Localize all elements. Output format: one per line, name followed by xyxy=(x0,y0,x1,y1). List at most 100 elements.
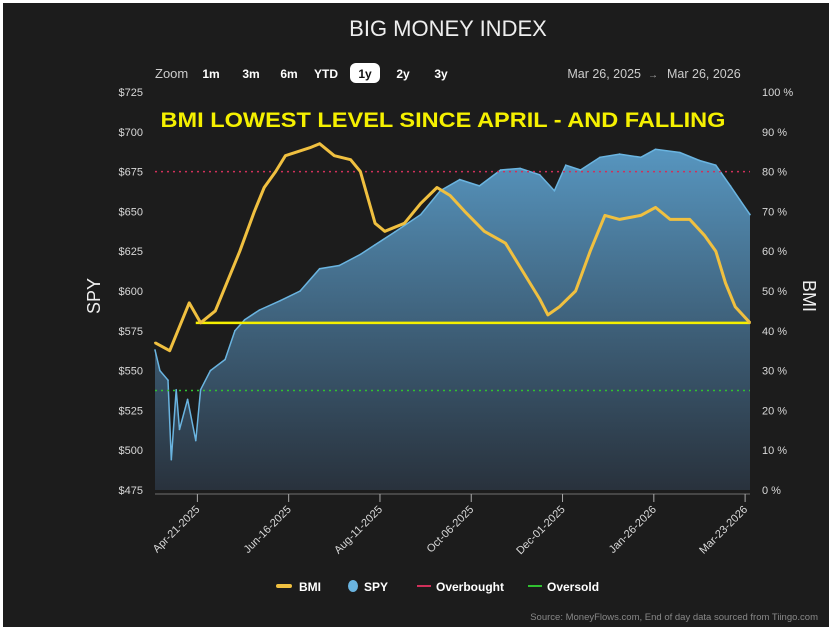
right-tick-label: 70 % xyxy=(762,206,787,218)
bmi-point xyxy=(403,222,406,225)
bmi-point xyxy=(618,218,621,221)
bmi-point xyxy=(274,170,277,173)
left-tick-label: $500 xyxy=(119,445,143,457)
left-tick-label: $550 xyxy=(119,366,143,378)
spy-point xyxy=(199,388,202,391)
spy-point xyxy=(338,264,341,267)
right-tick-label: 20 % xyxy=(762,405,787,417)
spy-point xyxy=(178,428,181,431)
left-tick-label: $725 xyxy=(119,87,143,99)
bmi-point xyxy=(436,186,439,189)
spy-point xyxy=(599,156,601,159)
zoom-option-3y[interactable]: 3y xyxy=(434,67,448,81)
date-range: Mar 26, 2025 → Mar 26, 2026 xyxy=(567,67,740,81)
bmi-point xyxy=(538,297,541,300)
right-tick-label: 60 % xyxy=(762,246,787,258)
legend-spy[interactable]: SPY xyxy=(364,580,388,594)
zoom-label: Zoom xyxy=(155,66,188,81)
spy-point xyxy=(167,379,169,381)
spy-area xyxy=(155,149,750,491)
right-tick-label: 50 % xyxy=(762,286,787,298)
x-tick-label: Mar-23-2026 xyxy=(697,504,750,557)
zoom-bar: Zoom 1m 3m 6m YTD 1y 2y 3y xyxy=(155,63,448,83)
zoom-option-6m[interactable]: 6m xyxy=(280,67,297,81)
bmi-point xyxy=(558,305,561,308)
left-tick-label: $675 xyxy=(119,167,143,179)
zoom-option-1m[interactable]: 1m xyxy=(202,67,219,81)
bmi-point xyxy=(449,194,452,197)
bmi-point xyxy=(514,258,517,261)
spy-point xyxy=(654,148,657,151)
right-tick-label: 10 % xyxy=(762,445,787,457)
spy-point xyxy=(234,330,236,332)
bmi-point xyxy=(284,154,287,157)
range-from[interactable]: Mar 26, 2025 xyxy=(567,67,641,81)
bmi-point xyxy=(639,214,642,217)
legend-bmi[interactable]: BMI xyxy=(299,580,321,594)
right-tick-label: 100 % xyxy=(762,87,793,99)
spy-point xyxy=(579,169,582,171)
annotation-text: BMI LOWEST LEVEL SINCE APRIL - AND FALLI… xyxy=(161,109,726,132)
spy-point xyxy=(639,156,642,159)
legend-oversold[interactable]: Oversold xyxy=(547,580,599,594)
legend-spy-swatch xyxy=(348,580,358,592)
right-tick-label: 40 % xyxy=(762,326,787,338)
legend: BMI SPY Overbought Oversold xyxy=(276,580,599,594)
spy-point xyxy=(170,458,173,461)
left-tick-label: $475 xyxy=(119,485,143,497)
zoom-option-1y[interactable]: 1y xyxy=(358,67,372,81)
spy-point xyxy=(499,169,502,171)
bmi-point xyxy=(589,250,592,253)
spy-point xyxy=(279,299,282,302)
spy-point xyxy=(419,213,422,216)
spy-point xyxy=(478,185,481,187)
spy-point xyxy=(258,309,261,311)
chart-frame: BIG MONEY INDEX Zoom 1m 3m 6m YTD 1y 2y 3y Mar… xyxy=(3,3,829,627)
zoom-selected-bg xyxy=(350,63,380,83)
range-to[interactable]: Mar 26, 2026 xyxy=(667,67,741,81)
bmi-point xyxy=(419,202,422,205)
left-tick-label: $700 xyxy=(119,127,143,139)
bmi-point xyxy=(483,230,486,233)
bmi-point xyxy=(199,321,202,324)
spy-point xyxy=(318,267,321,270)
spy-point xyxy=(224,358,226,361)
left-tick-label: $650 xyxy=(119,206,143,218)
bmi-point xyxy=(654,206,657,209)
bmi-line xyxy=(154,142,752,353)
spy-point xyxy=(679,151,681,154)
source-text: Source: MoneyFlows.com, End of day data … xyxy=(530,612,818,623)
bmi-point xyxy=(703,234,706,237)
bmi-point xyxy=(574,290,577,292)
bmi-point xyxy=(263,186,266,189)
zoom-option-2y[interactable]: 2y xyxy=(396,67,410,81)
spy-point xyxy=(209,369,212,372)
spy-point xyxy=(186,398,189,401)
spy-point xyxy=(459,178,461,181)
bmi-point xyxy=(724,282,727,285)
spy-point xyxy=(538,173,541,176)
zoom-option-ytd[interactable]: YTD xyxy=(314,67,338,81)
left-tick-label: $625 xyxy=(119,246,143,258)
x-tick-label: Aug-11-2025 xyxy=(332,504,385,557)
legend-overbought[interactable]: Overbought xyxy=(436,580,504,594)
spy-point xyxy=(194,439,197,442)
bmi-point xyxy=(349,158,352,161)
spy-point xyxy=(243,318,246,321)
spy-point xyxy=(564,164,567,167)
x-tick-label: Dec-01-2025 xyxy=(514,504,567,557)
right-tick-label: 80 % xyxy=(762,167,787,179)
bmi-point xyxy=(383,230,386,233)
plot-area: $475 $500 $525 $550 $575 $600 $625 $650 $675 $700… xyxy=(119,87,794,557)
zoom-option-3m[interactable]: 3m xyxy=(242,67,259,81)
right-tick-label: 0 % xyxy=(762,485,781,497)
bmi-point xyxy=(253,210,256,213)
bmi-point xyxy=(669,218,672,221)
bmi-point xyxy=(238,250,241,253)
left-tick-label: $525 xyxy=(119,405,143,417)
bmi-point xyxy=(504,242,507,245)
bmi-point xyxy=(214,309,217,312)
spy-point xyxy=(299,290,301,292)
spy-point xyxy=(729,185,732,187)
bmi-point xyxy=(308,146,311,149)
